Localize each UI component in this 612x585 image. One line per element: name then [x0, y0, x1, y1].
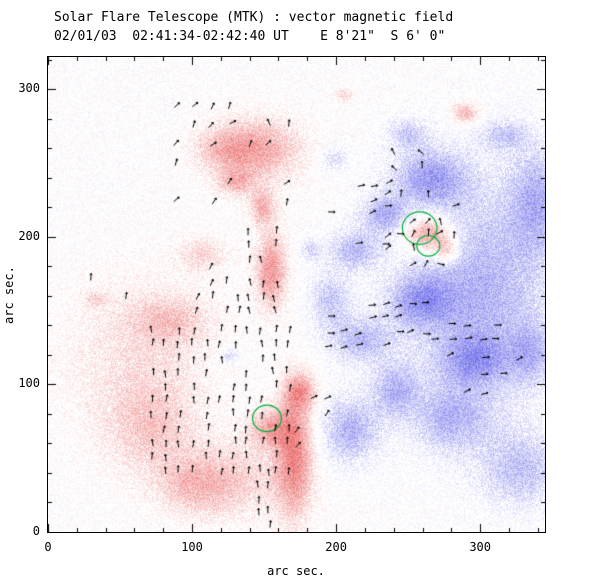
plot-subtitle: 02/01/03 02:41:34-02:42:40 UT E 8'21" S … — [54, 29, 446, 44]
y-tick-label: 100 — [18, 376, 40, 391]
plot-title: Solar Flare Telescope (MTK) : vector mag… — [54, 10, 454, 25]
magnetogram-canvas — [48, 57, 545, 532]
x-tick-label: 200 — [325, 540, 347, 554]
x-tick-label: 0 — [44, 540, 52, 554]
y-tick-label: 200 — [18, 228, 40, 243]
y-tick-label: 300 — [18, 81, 40, 96]
y-tick-label: 0 — [32, 524, 40, 538]
x-tick-label: 100 — [181, 540, 203, 554]
x-tick-label: 300 — [469, 540, 492, 554]
plot-frame — [47, 56, 546, 533]
x-axis-label: arc sec. — [267, 564, 325, 578]
y-axis-label: arc sec. — [2, 266, 16, 324]
